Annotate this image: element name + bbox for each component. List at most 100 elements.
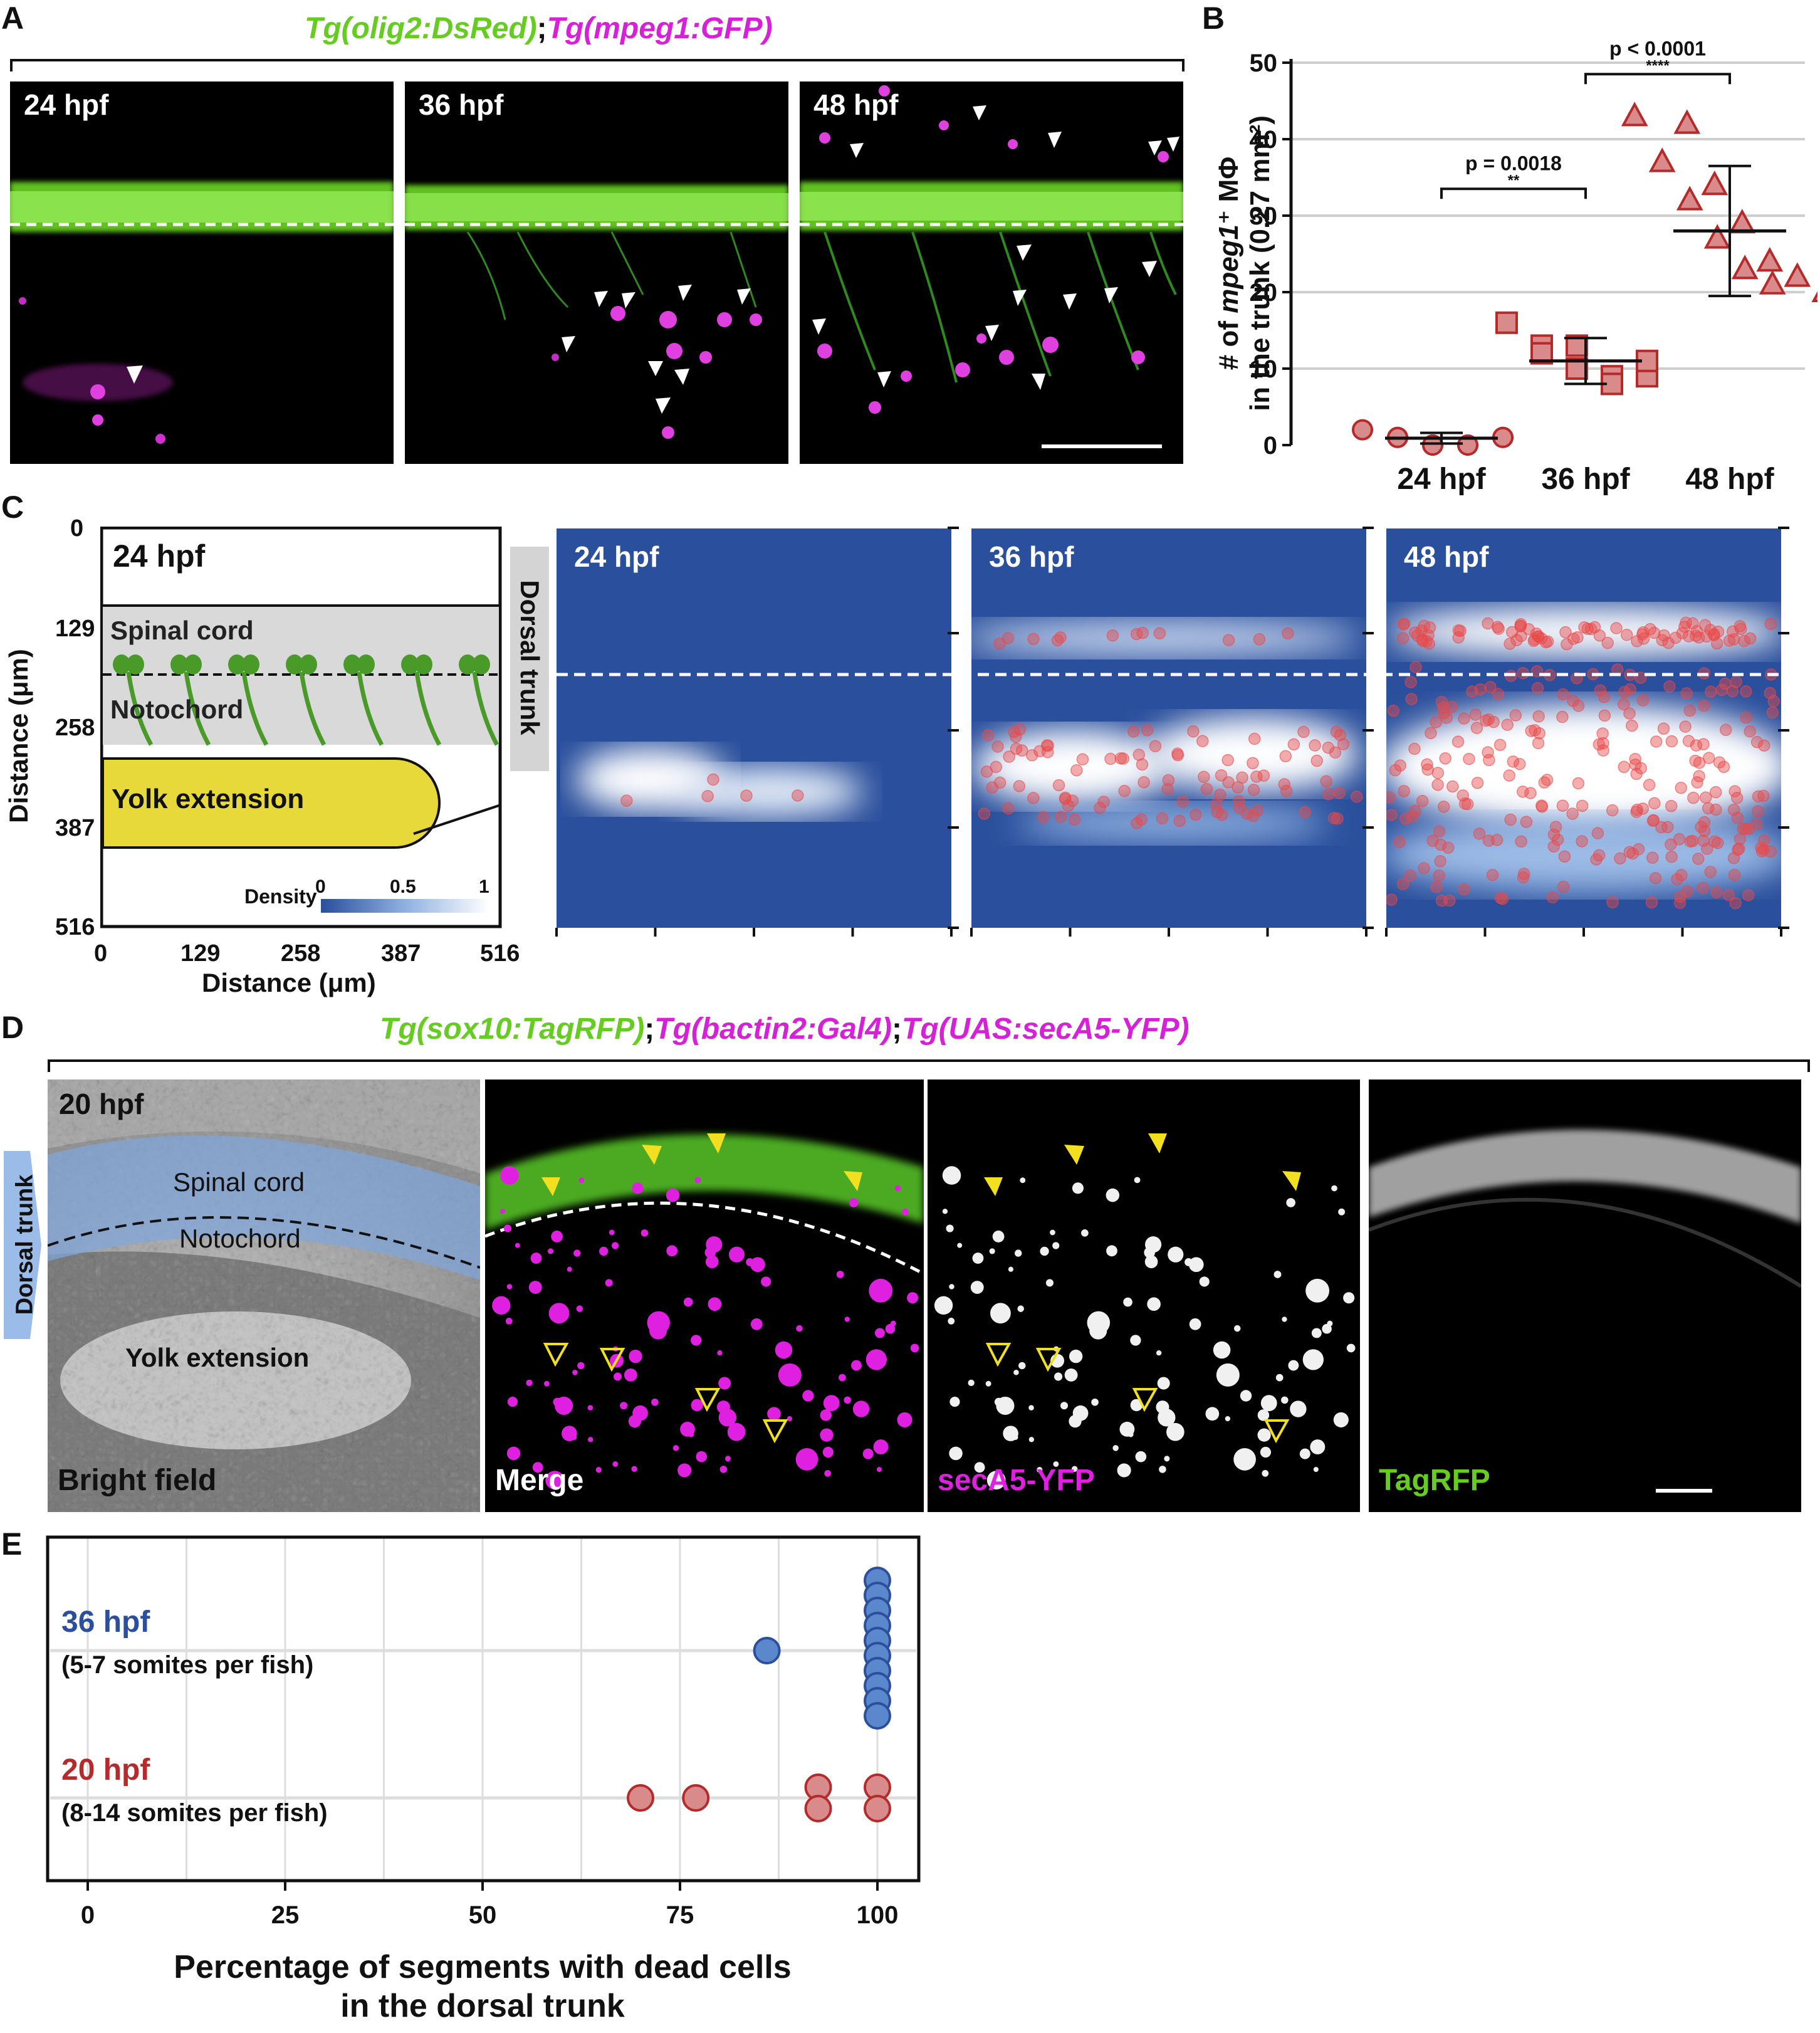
- d-cell-blob: [946, 1224, 954, 1232]
- d-cell-blob: [1310, 1439, 1326, 1455]
- c-heatmap-dot: [1764, 686, 1777, 700]
- d-cell-blob: [1013, 1369, 1019, 1375]
- c-heatmap-dot: [1393, 836, 1406, 848]
- c-heatmap-dot: [1698, 699, 1710, 712]
- c-neuron-cell: [127, 654, 144, 675]
- c-heatmap-dot: [1669, 631, 1682, 644]
- c-heatmap-dot: [1643, 779, 1656, 791]
- d-cell-blob: [1159, 1466, 1166, 1473]
- open-arrowhead-icon: [543, 1343, 569, 1367]
- c-neuron-axon: [299, 671, 327, 746]
- c-neuron-cell: [300, 654, 317, 675]
- c-heatmap-dot: [1442, 841, 1455, 854]
- c-heatmap-dot: [1320, 775, 1332, 788]
- c-heatmap-dot: [1430, 716, 1443, 728]
- d-cell-blob: [696, 1451, 708, 1463]
- c-heatmap-dot: [1686, 834, 1699, 848]
- c-heatmap-dot: [1675, 781, 1687, 794]
- b-stat-star: **: [1508, 172, 1520, 189]
- d-cell-blob: [1134, 1177, 1141, 1184]
- c-heatmap-dot: [1458, 797, 1472, 810]
- c-neuron-cell: [242, 654, 259, 675]
- c-heatmap-dot: [1705, 685, 1717, 698]
- c-heatmap-dot: [1136, 626, 1149, 639]
- c-heatmap-dot: [1248, 732, 1261, 745]
- d-cell-blob: [957, 1242, 963, 1248]
- c-heatmap-dot: [1742, 889, 1755, 901]
- d-cell-blob: [1091, 1398, 1099, 1406]
- e-point-36hpf: [753, 1637, 781, 1664]
- d-cell-blob: [728, 1246, 745, 1263]
- d-cell-blob: [652, 1315, 659, 1323]
- c-heatmap-dot: [1486, 869, 1499, 881]
- d-cell-blob: [1092, 1315, 1099, 1323]
- panel-e-chart: 0 25 50 75 100: [46, 1535, 921, 1929]
- c-heatmap-dot: [1504, 638, 1516, 650]
- d-cell-blob: [1257, 1409, 1270, 1421]
- panel-a-image-36hpf: 36 hpf: [405, 81, 788, 464]
- c-heatmap-dot: [1623, 707, 1636, 720]
- panel-d-merge-art: [485, 1133, 924, 1490]
- panel-label-b: B: [1202, 1, 1225, 36]
- d-cell-blob: [876, 1466, 882, 1473]
- c-heatmap-dot: [1247, 809, 1260, 822]
- panel-label-e: E: [1, 1526, 23, 1562]
- c-heatmap-dot: [1572, 777, 1585, 790]
- c-heatmap-dot: [1740, 685, 1752, 698]
- panel-d-title-m1: Tg(bactin2:Gal4): [654, 1012, 892, 1046]
- c-heatmap-dot: [1710, 886, 1723, 899]
- c-heatmap-dot: [1726, 685, 1739, 698]
- d-cell-blob: [1327, 1320, 1333, 1326]
- c-heatmap-dot: [1404, 869, 1416, 882]
- c-heatmap-dot: [1547, 828, 1561, 841]
- d-cell-blob: [1106, 1188, 1120, 1202]
- c-heatmap-dot: [1406, 810, 1419, 823]
- c-heatmap-dot: [978, 807, 991, 820]
- d-cell-blob: [844, 1316, 850, 1322]
- c-heatmap-dot: [1655, 821, 1668, 834]
- c-heatmap-dot: [1637, 632, 1650, 645]
- c-heatmap-dot: [1131, 817, 1143, 829]
- c-heatmap-dot: [1409, 661, 1422, 673]
- c-neuron-cell: [401, 654, 419, 675]
- c-heatmap-dot: [1389, 764, 1402, 777]
- c-heatmap-dot: [792, 789, 804, 802]
- d-cell-blob: [1343, 1292, 1355, 1304]
- e-xtick-label: 50: [469, 1901, 497, 1929]
- d-cell-blob: [545, 1471, 565, 1490]
- d-cell-blob: [1233, 1448, 1256, 1471]
- b-point: [1731, 255, 1759, 280]
- c-heatmap-dot: [1132, 749, 1146, 761]
- c-heatmap-dot: [1282, 627, 1294, 640]
- arrowhead-icon: [594, 291, 608, 307]
- d-cell-blob: [949, 1284, 954, 1290]
- d-cell-blob: [1260, 1395, 1277, 1412]
- c-heatmap-dot: [1647, 814, 1660, 827]
- d-cell-blob: [974, 1462, 985, 1473]
- d-cell-blob: [1144, 1255, 1158, 1269]
- c-neuron-cell: [357, 654, 375, 675]
- d-cell-blob: [705, 1255, 719, 1269]
- c-heatmap-dot: [1437, 801, 1450, 813]
- d-cell-blob: [849, 1198, 859, 1207]
- d-cell-blob: [1168, 1246, 1184, 1263]
- c-heatmap-dot: [1397, 617, 1410, 631]
- c-heatmap-36hpf-art: [971, 621, 1363, 842]
- panel-label-c: C: [1, 490, 24, 525]
- c-heatmap-dot: [1665, 799, 1678, 812]
- c-heatmap-dot: [1130, 628, 1143, 641]
- c-heatmap-dot: [701, 790, 714, 802]
- c-heatmap-dot: [1257, 769, 1270, 782]
- d-cell-blob: [706, 1236, 723, 1253]
- filled-arrowhead-icon: [541, 1177, 560, 1196]
- c-heatmap-dot: [1764, 845, 1777, 858]
- c-heatmap-dot: [1561, 638, 1573, 651]
- c-heatmap-dot: [1729, 897, 1742, 910]
- c-heatmap-dot: [1658, 629, 1670, 642]
- c-heatmap-24hpf: 24 hpf: [557, 528, 951, 928]
- d-cell-blob: [1305, 1278, 1330, 1303]
- c-heatmap-dot: [1531, 682, 1544, 695]
- panel-a-image-48hpf: 48 hpf: [800, 81, 1183, 464]
- c-heatmap-dot: [1529, 724, 1541, 737]
- c-heatmap-dot: [1425, 727, 1437, 740]
